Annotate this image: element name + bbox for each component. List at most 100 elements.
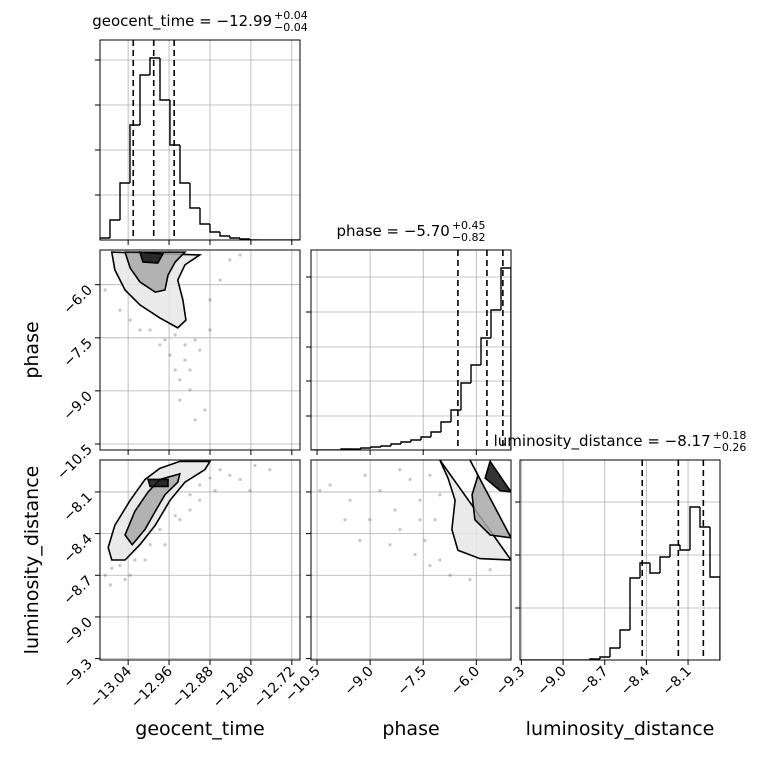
sample-point — [158, 343, 162, 347]
hist-step — [380, 445, 391, 447]
sample-point — [103, 573, 107, 577]
hist-step — [229, 236, 240, 239]
title-lower: −0.82 — [452, 231, 486, 244]
sample-point — [448, 573, 452, 577]
hist-step — [189, 183, 200, 209]
sample-point — [208, 476, 212, 480]
axes-frame — [99, 39, 301, 241]
hist-step — [199, 208, 210, 225]
x-tick-label: −12.96 — [128, 663, 176, 711]
sample-point — [228, 258, 232, 262]
y-tick-label: −8.1 — [60, 489, 95, 524]
hist-step — [139, 74, 150, 125]
panel: −6.0 −7.5 −9.0 −10.5 phase — [21, 249, 301, 483]
panel-title: phase = −5.70 — [336, 222, 449, 240]
sample-point — [418, 498, 422, 502]
title-lower: −0.26 — [713, 441, 747, 454]
sample-point — [163, 338, 167, 342]
sample-point — [158, 527, 162, 532]
y-tick-label: −8.7 — [60, 573, 95, 608]
hist-step — [430, 431, 441, 437]
sample-point — [468, 577, 472, 582]
hist-step — [119, 182, 130, 220]
sample-point — [413, 552, 417, 557]
sample-point — [103, 288, 107, 292]
hist-step — [169, 100, 180, 146]
sample-point — [188, 368, 192, 372]
contour — [147, 478, 169, 488]
sample-point — [183, 358, 187, 362]
sample-point — [328, 483, 332, 487]
y-axis-label: luminosity_distance — [21, 466, 43, 655]
sample-point — [368, 518, 372, 522]
panel: −9.3 −9.0 −8.7 −8.4 −8.1 luminosity_distance … — [493, 429, 747, 740]
panel: phase = −5.70 +0.45−0.82 — [306, 219, 512, 455]
y-tick-label: −10.5 — [54, 441, 96, 483]
sample-point — [208, 298, 212, 302]
x-tick-label: −9.0 — [342, 664, 377, 699]
hist-step — [649, 563, 660, 574]
hist-step — [639, 562, 650, 578]
sample-point — [203, 408, 207, 412]
sample-point — [123, 577, 127, 582]
sample-point — [178, 518, 182, 522]
hist-step — [219, 232, 230, 237]
sample-point — [438, 558, 442, 562]
sample-point — [388, 543, 392, 547]
contour — [124, 472, 181, 547]
sample-point — [118, 308, 122, 312]
x-axis-label: geocent_time — [135, 718, 264, 740]
sample-point — [418, 518, 422, 522]
hist-step — [500, 267, 511, 450]
sample-point — [148, 543, 152, 547]
sample-point — [173, 333, 177, 337]
hist-step — [699, 507, 710, 528]
sample-point — [253, 463, 257, 468]
sample-point — [438, 493, 442, 497]
hist-step — [679, 545, 690, 551]
contour — [469, 460, 511, 539]
hist-step — [100, 237, 110, 240]
hist-step — [599, 656, 610, 659]
axes-frame — [99, 249, 301, 451]
contour — [107, 460, 212, 561]
title-upper: +0.04 — [274, 9, 308, 22]
sample-point — [193, 338, 197, 342]
hist-step — [400, 441, 411, 444]
sample-point — [163, 543, 167, 547]
sample-point — [178, 398, 182, 402]
sample-point — [318, 488, 322, 493]
x-axis-label: luminosity_distance — [526, 718, 715, 740]
hist-step — [440, 421, 451, 432]
hist-step — [460, 382, 471, 410]
hist-step — [470, 364, 481, 383]
hist-step — [689, 506, 700, 550]
hist-step — [179, 145, 190, 184]
x-tick-label: −13.04 — [87, 663, 135, 711]
sample-point — [218, 278, 222, 282]
axes-frame — [99, 459, 301, 661]
y-tick-label: −9.0 — [60, 614, 95, 649]
x-tick-label: −8.4 — [618, 663, 653, 698]
y-tick-label: −6.0 — [60, 282, 95, 317]
sample-point — [148, 328, 152, 332]
sample-point — [343, 518, 347, 522]
sample-point — [173, 368, 177, 372]
sample-point — [138, 328, 142, 332]
hist-step — [619, 629, 630, 648]
title-upper: +0.45 — [452, 219, 486, 232]
y-tick-label: −9.0 — [60, 388, 95, 423]
sample-point — [488, 568, 492, 572]
contour — [484, 460, 511, 493]
hist-step — [609, 647, 620, 657]
hist-step — [249, 239, 260, 240]
title-upper: +0.18 — [713, 429, 747, 442]
x-tick-label: −12.88 — [169, 664, 217, 712]
panel: geocent_time = −12.99 +0.04−0.04 — [92, 9, 308, 245]
sample-point — [198, 498, 202, 502]
x-tick-label: −6.0 — [448, 664, 483, 699]
sample-point — [133, 558, 137, 562]
hist-step — [480, 337, 491, 365]
